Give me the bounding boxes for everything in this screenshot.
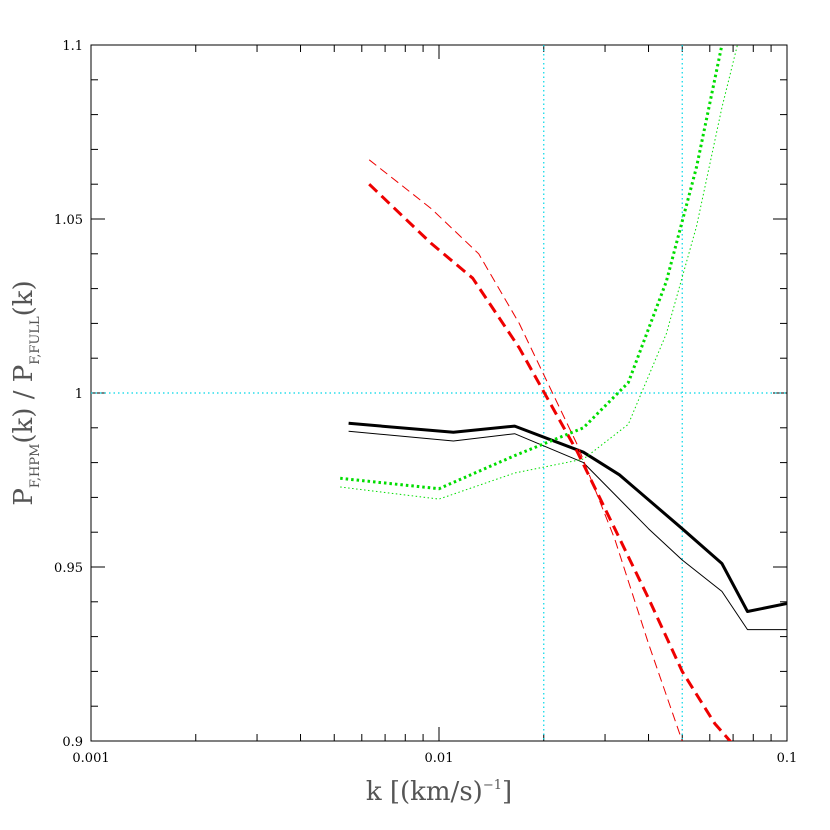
series-line-1 xyxy=(348,421,787,613)
series-line-6 xyxy=(340,45,738,500)
y-tick-label: 0.95 xyxy=(54,561,83,576)
series-line-2 xyxy=(348,430,787,631)
y-tick-label: 0.9 xyxy=(62,735,83,750)
series-line-3 xyxy=(368,183,733,741)
y-tick-label: 1.05 xyxy=(54,213,83,228)
y-tick-label: 1.1 xyxy=(62,39,83,54)
y-tick-label: 1 xyxy=(75,387,83,402)
reference-lines xyxy=(91,45,787,741)
y-axis-title: PF,HPM(k) / PF,FULL(k) xyxy=(9,280,43,505)
x-tick-label: 0.01 xyxy=(425,751,454,766)
x-axis-title: k [(km/s)−1] xyxy=(366,777,512,807)
x-tick-label: 0.1 xyxy=(777,751,798,766)
series-line-4 xyxy=(368,159,683,741)
axis-ticks xyxy=(90,44,787,742)
data-series xyxy=(340,45,787,741)
tick-labels: 0.001 0.01 0.1 0.9 0.95 1 1.05 1.1 xyxy=(54,39,797,766)
series-line-5 xyxy=(340,45,724,491)
x-tick-label: 0.001 xyxy=(72,751,109,766)
